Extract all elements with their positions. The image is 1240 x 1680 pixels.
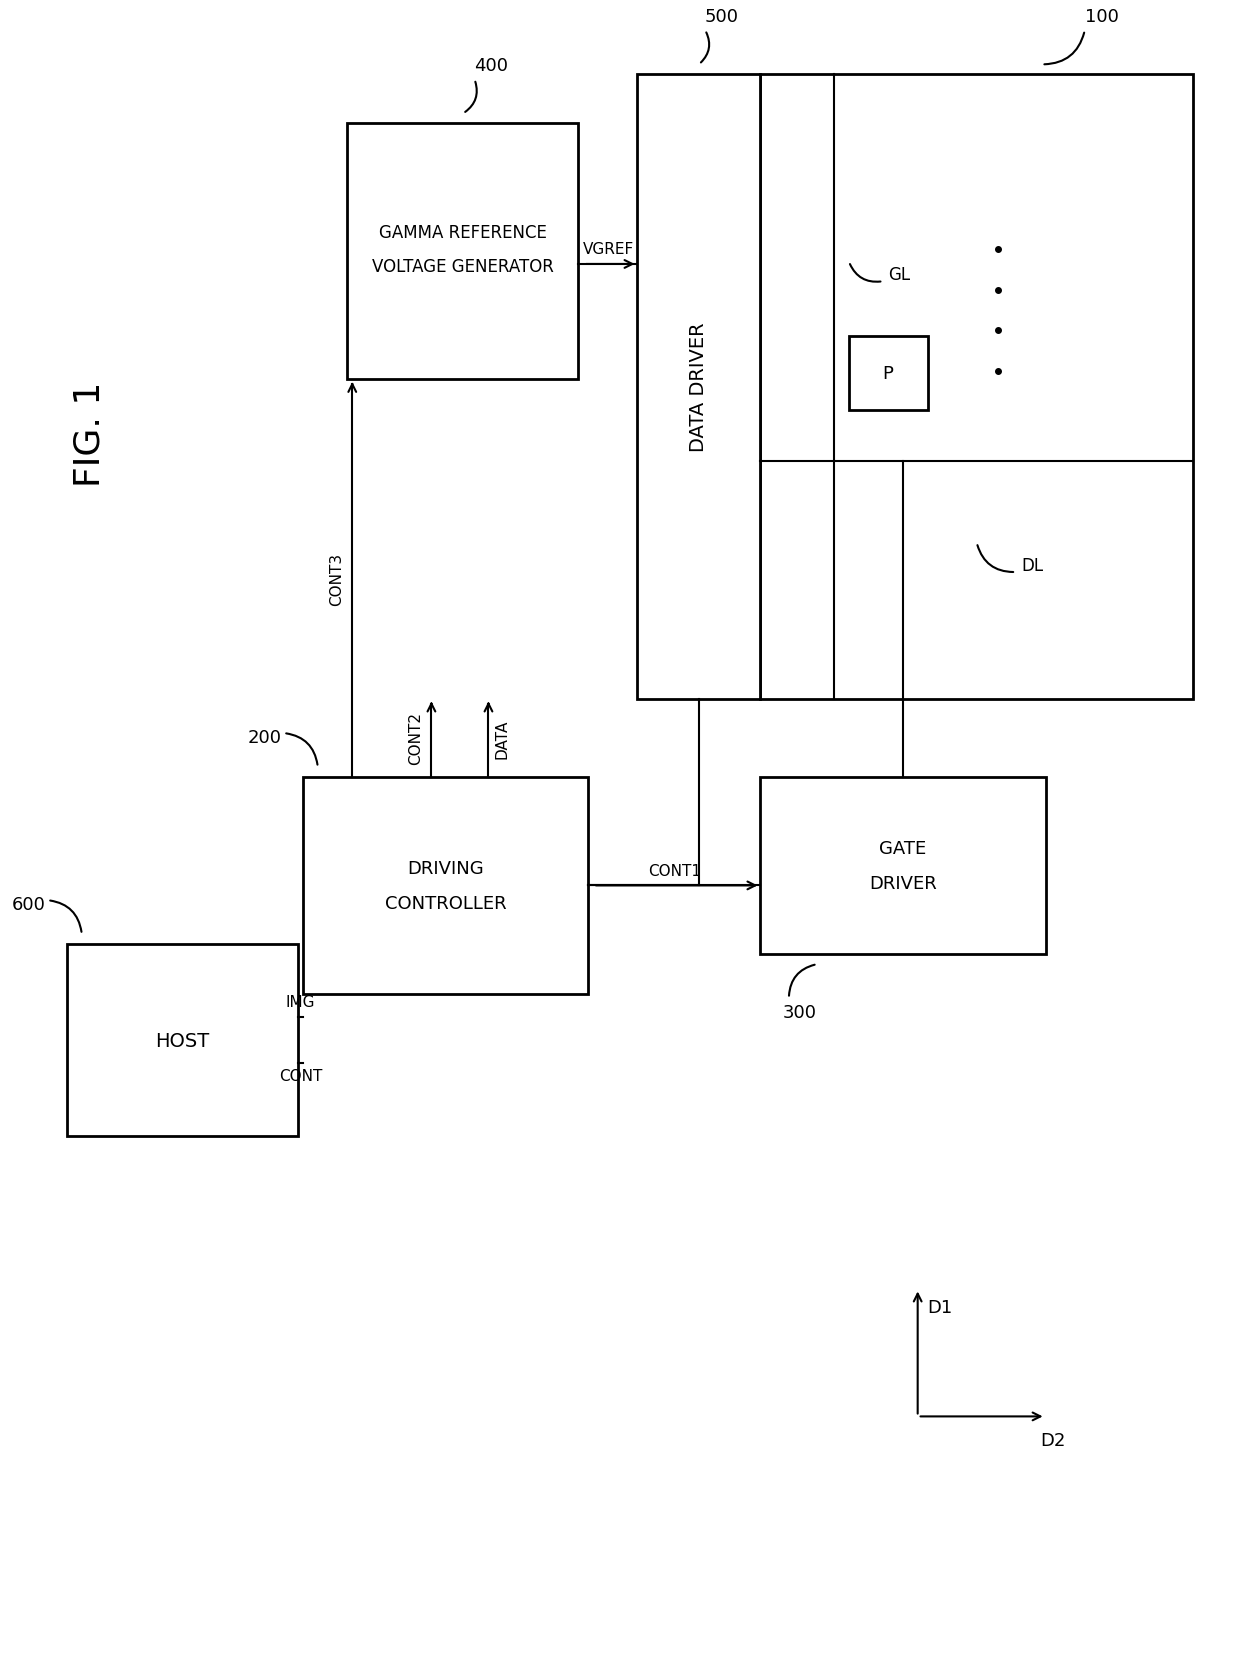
Text: CONT2: CONT2 (408, 712, 424, 764)
Text: DRIVING: DRIVING (408, 858, 484, 877)
Text: DL: DL (1021, 556, 1043, 575)
Text: 100: 100 (1085, 8, 1118, 25)
Text: GAMMA REFERENCE: GAMMA REFERENCE (379, 223, 547, 242)
Bar (67, 944, 298, 1136)
Text: GATE: GATE (879, 840, 926, 857)
Text: DATA DRIVER: DATA DRIVER (689, 323, 708, 452)
Text: P: P (883, 365, 894, 383)
Text: D2: D2 (1040, 1431, 1066, 1450)
Bar (303, 778, 588, 995)
Text: 400: 400 (475, 57, 508, 76)
Text: CONT: CONT (279, 1068, 322, 1084)
Text: 600: 600 (11, 895, 46, 914)
Text: CONTROLLER: CONTROLLER (384, 894, 506, 912)
Text: VGREF: VGREF (583, 242, 635, 257)
Text: CONT3: CONT3 (330, 553, 345, 605)
Bar (849, 338, 928, 412)
Bar (347, 124, 578, 380)
Text: DRIVER: DRIVER (869, 875, 936, 892)
Text: HOST: HOST (155, 1032, 210, 1050)
Bar (760, 76, 1193, 699)
Text: 500: 500 (706, 8, 739, 25)
Text: D1: D1 (928, 1299, 952, 1317)
Bar (760, 778, 1045, 954)
Text: DATA: DATA (495, 719, 510, 758)
Text: 200: 200 (248, 729, 281, 746)
Bar (637, 76, 760, 699)
Text: GL: GL (888, 265, 910, 284)
Text: CONT1: CONT1 (647, 864, 701, 879)
Text: FIG. 1: FIG. 1 (72, 381, 107, 487)
Text: 300: 300 (784, 1005, 817, 1021)
Text: VOLTAGE GENERATOR: VOLTAGE GENERATOR (372, 257, 554, 276)
Text: IMG: IMG (286, 995, 315, 1010)
